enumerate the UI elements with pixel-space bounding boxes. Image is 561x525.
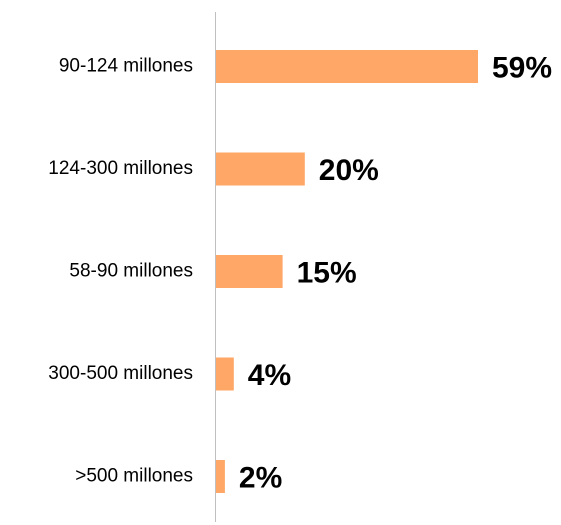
- category-label-3: 58-90 millones: [69, 261, 193, 282]
- bar-4: [216, 357, 234, 391]
- value-label-1: 59%: [492, 51, 552, 84]
- category-label-1: 90-124 millones: [59, 56, 193, 77]
- bars-group: [216, 50, 478, 493]
- bar-3: [216, 255, 283, 288]
- bar-1: [216, 50, 478, 83]
- value-labels: 59% 20% 15% 4% 2%: [239, 51, 552, 494]
- value-label-5: 2%: [239, 461, 282, 494]
- category-label-4: 300-500 millones: [48, 363, 193, 384]
- bar-5: [216, 460, 225, 493]
- value-label-3: 15%: [297, 256, 357, 289]
- value-label-2: 20%: [319, 154, 379, 187]
- category-label-5: >500 millones: [75, 466, 193, 487]
- value-label-4: 4%: [248, 359, 291, 392]
- bar-2: [216, 152, 305, 186]
- category-label-2: 124-300 millones: [48, 158, 193, 179]
- category-labels: 90-124 millones 124-300 millones 58-90 mil…: [48, 56, 193, 487]
